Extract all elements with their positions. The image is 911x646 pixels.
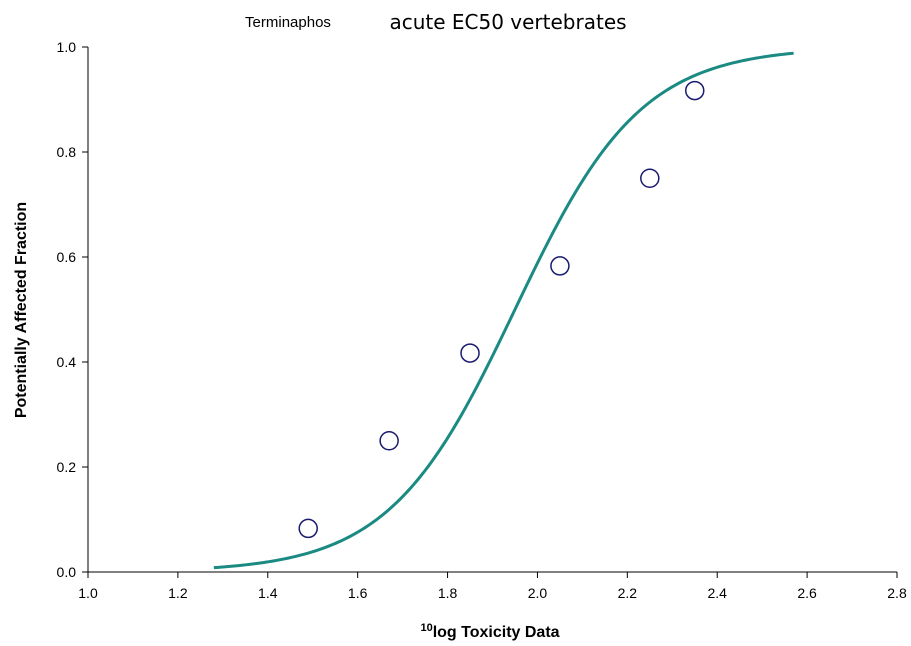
y-tick-label: 0.2 (57, 459, 77, 475)
data-point (298, 518, 318, 539)
y-tick-label: 0.6 (57, 249, 77, 265)
data-points (298, 80, 705, 539)
x-tick-label: 1.4 (258, 585, 278, 601)
x-tick-label: 1.8 (438, 585, 458, 601)
y-axis-title: Potentially Affected Fraction (13, 202, 30, 418)
x-axis-title-superscript: 10 (420, 622, 432, 634)
x-axis-title: 10log Toxicity Data (420, 622, 559, 641)
chart-subtitle: Terminaphos (245, 14, 331, 31)
data-point (379, 431, 399, 451)
x-tick-label: 2.2 (618, 585, 638, 601)
x-tick-label: 1.6 (348, 585, 368, 601)
fit-curve (213, 51, 794, 570)
data-point (460, 343, 480, 363)
x-tick-label: 2.8 (887, 585, 907, 601)
y-tick-label: 0.4 (57, 354, 77, 370)
x-tick-label: 1.2 (168, 585, 188, 601)
data-point (685, 80, 705, 101)
data-point (550, 256, 570, 276)
data-point (640, 168, 660, 188)
axes (87, 47, 897, 573)
x-ticks: 1.0 1.2 1.4 1.6 1.8 2.0 2.2 2.4 2.6 2.8 (78, 572, 907, 601)
y-ticks: 0.0 0.2 0.4 0.6 0.8 1.0 (57, 39, 88, 580)
x-tick-label: 2.4 (707, 585, 727, 601)
x-tick-label: 2.6 (797, 585, 817, 601)
x-tick-label: 2.0 (528, 585, 548, 601)
x-axis-title-text: log Toxicity Data (433, 624, 560, 641)
y-tick-label: 1.0 (57, 39, 77, 55)
x-tick-label: 1.0 (78, 585, 98, 601)
chart-title: acute EC50 vertebrates (389, 10, 626, 34)
y-tick-label: 0.8 (57, 144, 77, 160)
y-tick-label: 0.0 (57, 564, 77, 580)
